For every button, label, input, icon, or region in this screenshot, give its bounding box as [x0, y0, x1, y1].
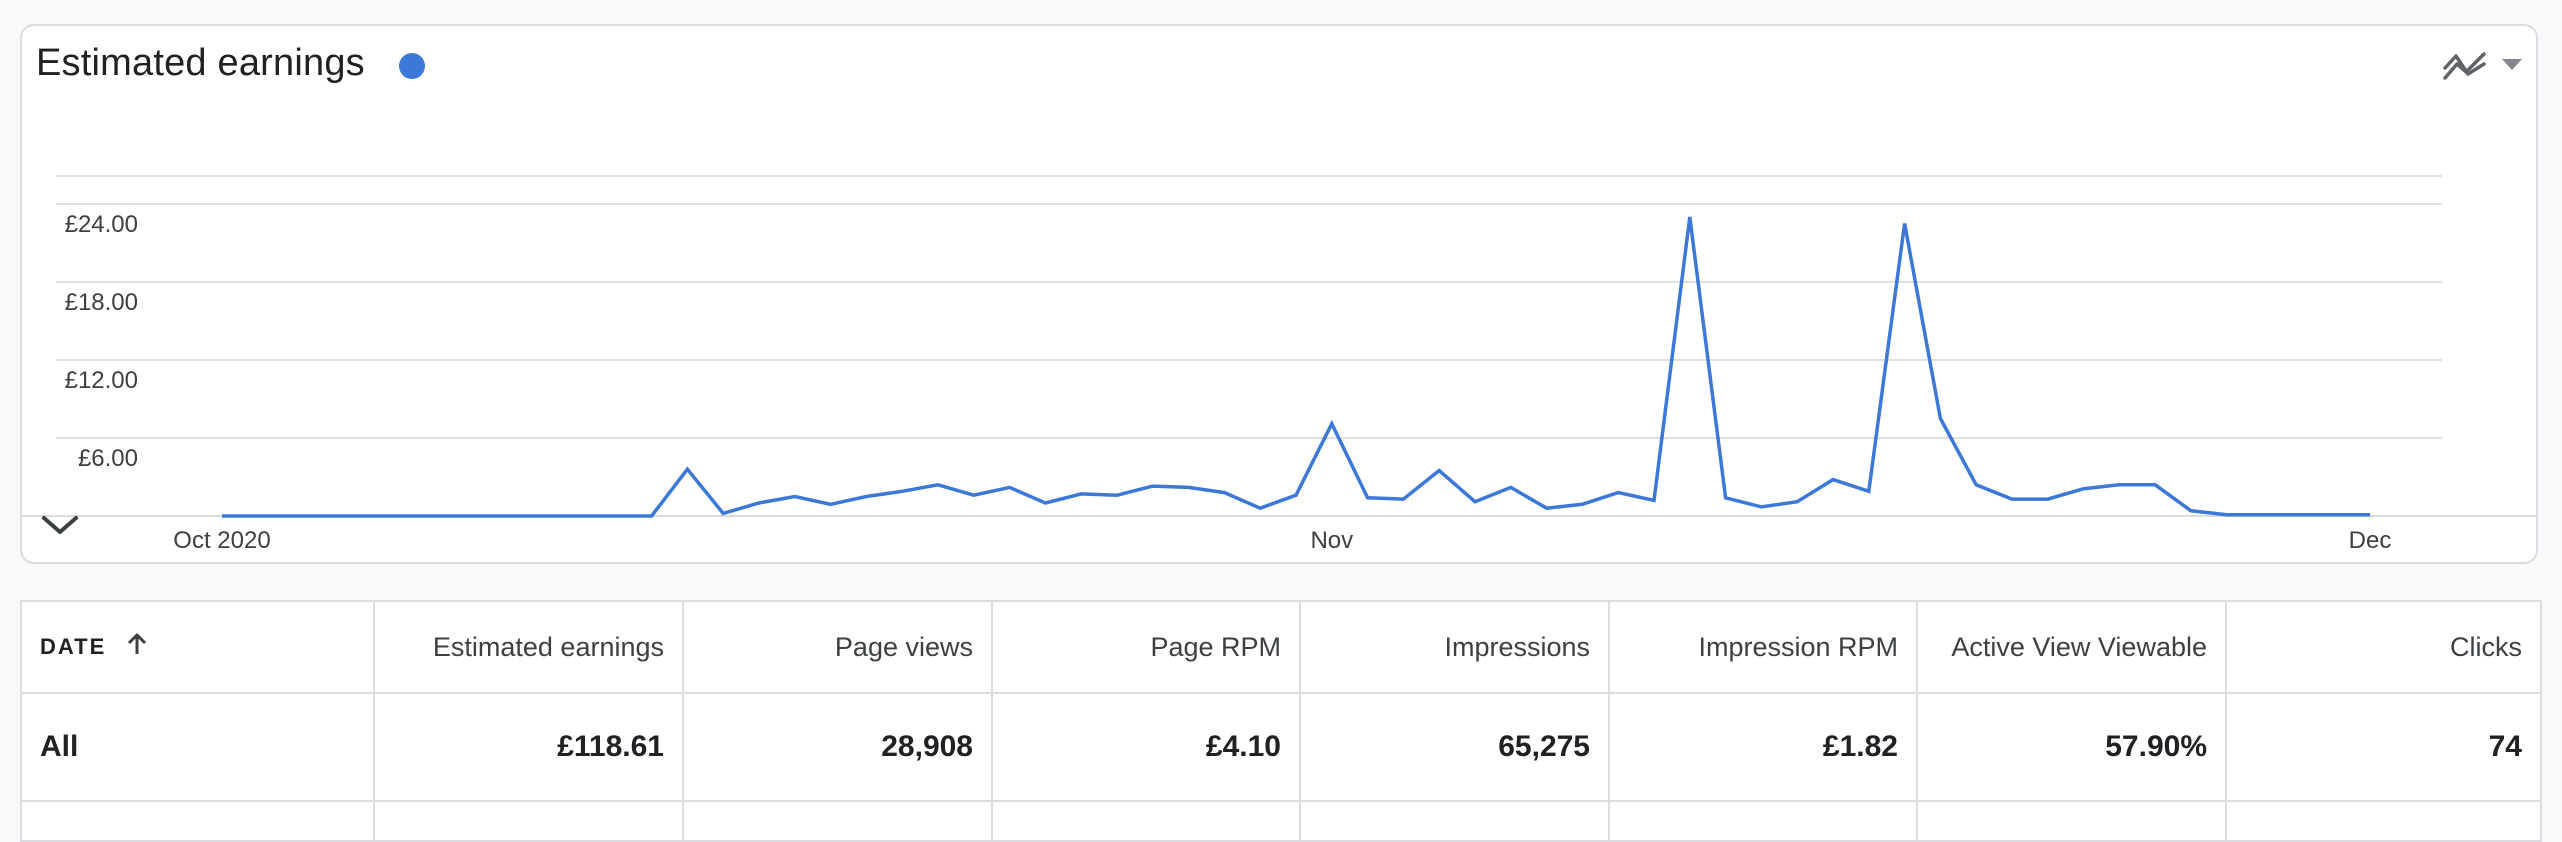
- table-row-total: All £118.61 28,908 £4.10 65,275 £1.82 57…: [20, 692, 2542, 802]
- table-cell: [20, 800, 375, 842]
- header-impression-rpm[interactable]: Impression RPM: [1608, 600, 1918, 694]
- dropdown-triangle-icon: [2502, 59, 2522, 71]
- x-tick-label: Dec: [2349, 527, 2392, 554]
- table-header-row: DATE Estimated earnings Page views Page …: [20, 600, 2542, 694]
- cell-impression-rpm: £1.82: [1608, 692, 1918, 802]
- cell-estimated-earnings: £118.61: [373, 692, 684, 802]
- earnings-report-table: DATE Estimated earnings Page views Page …: [20, 600, 2542, 842]
- table-cell: [373, 800, 684, 842]
- cell-page-views: 28,908: [682, 692, 993, 802]
- table-row: [20, 800, 2542, 842]
- header-estimated-earnings[interactable]: Estimated earnings: [373, 600, 684, 694]
- table-cell: [1299, 800, 1610, 842]
- header-impressions[interactable]: Impressions: [1299, 600, 1610, 694]
- header-active-view-viewable[interactable]: Active View Viewable: [1916, 600, 2227, 694]
- table-cell: [1608, 800, 1918, 842]
- x-tick-label: Nov: [1310, 527, 1353, 554]
- earnings-series-line[interactable]: [222, 216, 2370, 518]
- card-title: Estimated earnings: [36, 42, 365, 84]
- cell-impressions: 65,275: [1299, 692, 1610, 802]
- cell-date: All: [20, 692, 375, 802]
- table-cell: [682, 800, 993, 842]
- header-date[interactable]: DATE: [20, 600, 375, 694]
- arrow-up-icon[interactable]: [126, 632, 148, 662]
- line-chart-icon: [2442, 48, 2488, 82]
- y-tick-label: £12.00: [65, 367, 138, 394]
- expand-chart-button[interactable]: [40, 512, 90, 552]
- chart-type-selector[interactable]: [2442, 48, 2522, 82]
- card-header: Estimated earnings: [36, 42, 425, 85]
- earnings-line-chart: £6.00 £12.00 £18.00 £24.00 Oct 2020 Nov Dec: [22, 175, 2538, 554]
- cell-page-rpm: £4.10: [991, 692, 1301, 802]
- y-tick-label: £18.00: [65, 289, 138, 316]
- table-cell: [2225, 800, 2542, 842]
- y-tick-label: £24.00: [65, 211, 138, 238]
- estimated-earnings-card: [20, 24, 2538, 564]
- cell-clicks: 74: [2225, 692, 2542, 802]
- legend-dot[interactable]: [398, 52, 425, 79]
- header-clicks[interactable]: Clicks: [2225, 600, 2542, 694]
- y-tick-label: £6.00: [78, 445, 138, 472]
- header-page-views[interactable]: Page views: [682, 600, 993, 694]
- x-tick-label: Oct 2020: [173, 527, 270, 554]
- header-page-rpm[interactable]: Page RPM: [991, 600, 1301, 694]
- table-cell: [991, 800, 1301, 842]
- table-cell: [1916, 800, 2227, 842]
- cell-active-view-viewable: 57.90%: [1916, 692, 2227, 802]
- chevron-down-icon: [40, 516, 80, 542]
- header-date-label: DATE: [40, 634, 107, 659]
